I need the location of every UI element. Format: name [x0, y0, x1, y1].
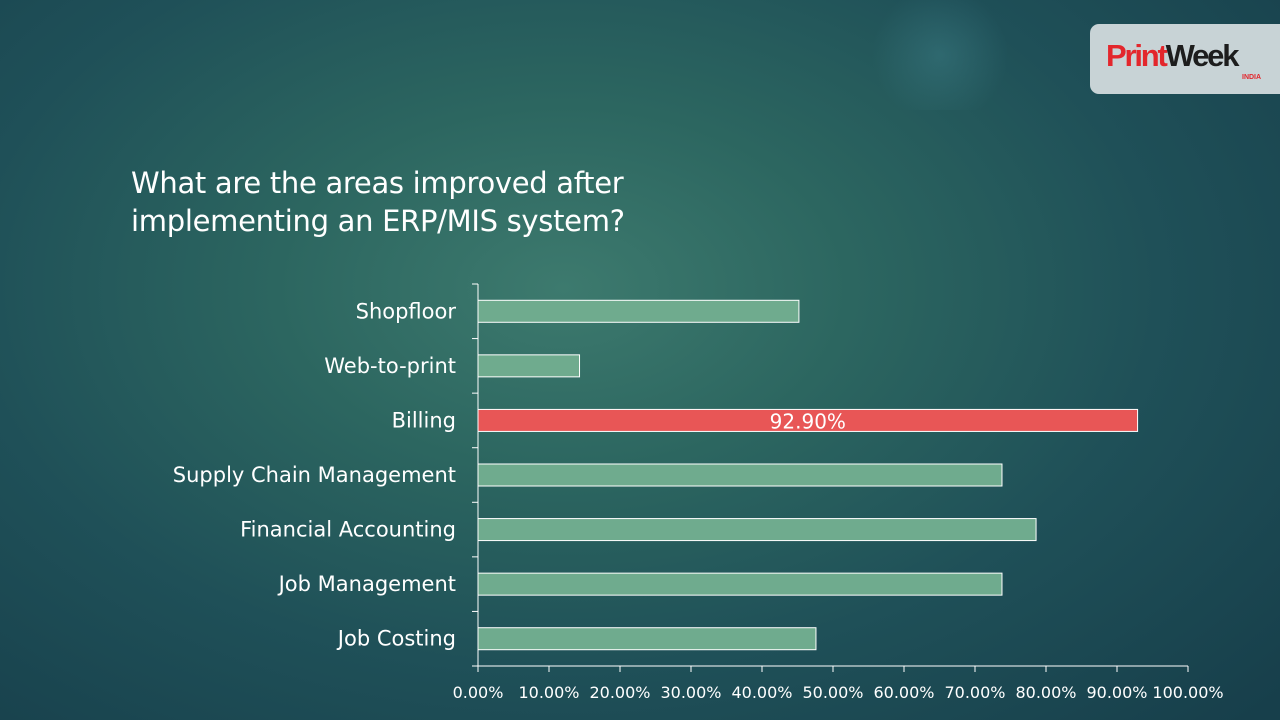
bar-job-management	[478, 573, 1002, 595]
x-tick-label: 0.00%	[453, 683, 504, 702]
x-tick-label: 70.00%	[944, 683, 1005, 702]
data-label-billing: 92.90%	[770, 409, 846, 433]
x-tick-label: 50.00%	[802, 683, 863, 702]
x-tick-label: 90.00%	[1086, 683, 1147, 702]
bar-shopfloor	[478, 300, 799, 322]
x-tick-label: 10.00%	[518, 683, 579, 702]
x-tick-label: 40.00%	[731, 683, 792, 702]
category-label: Billing	[392, 408, 456, 432]
category-label: Web-to-print	[324, 354, 456, 378]
x-tick-label: 60.00%	[873, 683, 934, 702]
category-label: Job Costing	[336, 627, 456, 651]
bar-web-to-print	[478, 355, 580, 377]
category-label: Shopfloor	[356, 299, 457, 323]
x-tick-label: 80.00%	[1015, 683, 1076, 702]
bar-financial-accounting	[478, 519, 1036, 541]
category-label: Job Management	[277, 572, 456, 596]
x-tick-label: 20.00%	[589, 683, 650, 702]
x-tick-label: 100.00%	[1152, 683, 1223, 702]
x-tick-label: 30.00%	[660, 683, 721, 702]
bar-supply-chain-management	[478, 464, 1002, 486]
bar-job-costing	[478, 628, 816, 650]
category-label: Financial Accounting	[240, 518, 456, 542]
category-label: Supply Chain Management	[173, 463, 456, 487]
